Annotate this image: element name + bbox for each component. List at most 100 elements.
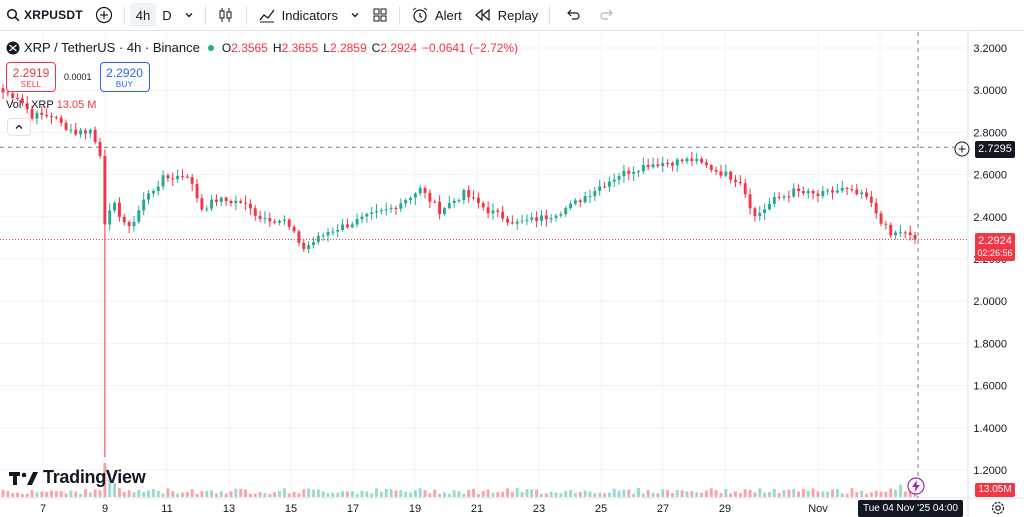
candle-body [142,199,146,211]
candles-icon [217,6,235,24]
candle-body [758,213,762,217]
volume-bar [248,493,252,497]
chart-type-button[interactable] [211,0,241,31]
volume-bar [127,490,131,497]
candle-body [467,189,471,198]
alert-label: Alert [434,7,462,23]
volume-bar [782,490,786,497]
timeframe-4h[interactable]: 4h [129,3,157,27]
replay-button[interactable]: Replay [468,0,544,31]
volume-bar [457,491,461,497]
candle-body [64,122,68,130]
candle-body [869,196,873,203]
volume-bar [84,488,87,497]
candle-body [860,192,864,195]
volume-bar [865,493,868,497]
timeframe-d[interactable]: D [162,7,172,23]
candle-body [520,220,524,222]
sell-button[interactable]: 2.2919 SELL [6,62,56,92]
candle-body [554,215,558,219]
candle-body [345,224,349,228]
redo-button[interactable] [591,0,623,31]
layouts-button[interactable] [366,0,394,31]
candle-body [452,200,456,204]
volume-bar [181,492,184,497]
candle-body [476,197,480,204]
volume-bar [384,488,388,497]
indicators-dropdown[interactable] [344,0,366,31]
volume-bar [438,493,442,497]
symbol-search[interactable]: XRPUSDT [0,0,89,31]
candle-body [20,98,24,104]
candle-body [1,88,5,93]
volume-bar [632,493,636,497]
candle-body [661,162,665,167]
volume-bar [40,491,44,497]
collapse-legend-button[interactable] [7,118,31,136]
volume-bar [598,492,602,497]
candle-body [147,193,150,200]
volume-bar [375,488,378,497]
candle-body [850,188,854,190]
candle-body [287,219,291,227]
volume-bar [894,489,898,497]
candle-body [171,178,175,180]
volume-bar [433,489,437,497]
indicators-button[interactable]: Indicators [252,0,344,31]
candle-body [307,245,311,249]
low-label: L [323,40,330,55]
volume-bar [442,492,446,497]
volume-bar [510,492,514,497]
candle-body [127,222,131,227]
volume-bar [675,489,679,497]
candle-body [457,199,461,201]
candle-body [695,158,699,162]
volume-bar [278,491,281,497]
candle-body [913,235,917,240]
volume-bar [258,492,262,497]
tradingview-logo[interactable]: TradingView [9,467,146,488]
candle-body [282,219,286,221]
candle-body [777,196,781,198]
volume-bar [190,489,194,497]
series-title[interactable]: XRP / TetherUS · 4h · Binance [24,40,200,55]
alert-button[interactable]: Alert [405,0,468,31]
candle-body [137,210,141,222]
chevron-up-icon [14,122,24,132]
candle-body [491,210,495,214]
lightning-icon[interactable] [907,477,925,495]
volume-bar [399,490,403,497]
volume-bar [59,490,63,497]
candle-body [714,169,718,172]
timeframe-dropdown[interactable] [178,0,200,31]
volume-bar [297,493,301,497]
volume-bar [360,490,364,497]
y-tick-label: 3.0000 [973,85,1007,97]
volume-bar [481,490,485,497]
undo-button[interactable] [555,0,591,31]
candle-body [729,171,733,180]
candle-body [224,197,228,201]
volume-bar [64,493,68,497]
volume-bar [544,493,548,497]
candle-body [719,171,723,176]
candle-body [6,92,10,94]
candle-body [16,97,20,99]
candle-body [244,202,248,204]
candle-body [675,159,679,166]
x-tick-label: 21 [471,503,483,515]
candle-body [312,242,315,246]
candle-body [190,177,194,184]
volume-bar [462,493,466,497]
buy-button[interactable]: 2.2920 BUY [99,62,150,92]
add-alert-button[interactable] [954,141,970,157]
candle-body [811,191,815,194]
gear-icon[interactable] [990,500,1006,516]
candle-body [234,200,238,204]
candle-body [447,203,451,209]
volume-label[interactable]: Vol · XRP [6,99,54,111]
volume-bar [540,493,543,497]
volume-bar [719,493,723,497]
compare-button[interactable] [89,0,119,31]
